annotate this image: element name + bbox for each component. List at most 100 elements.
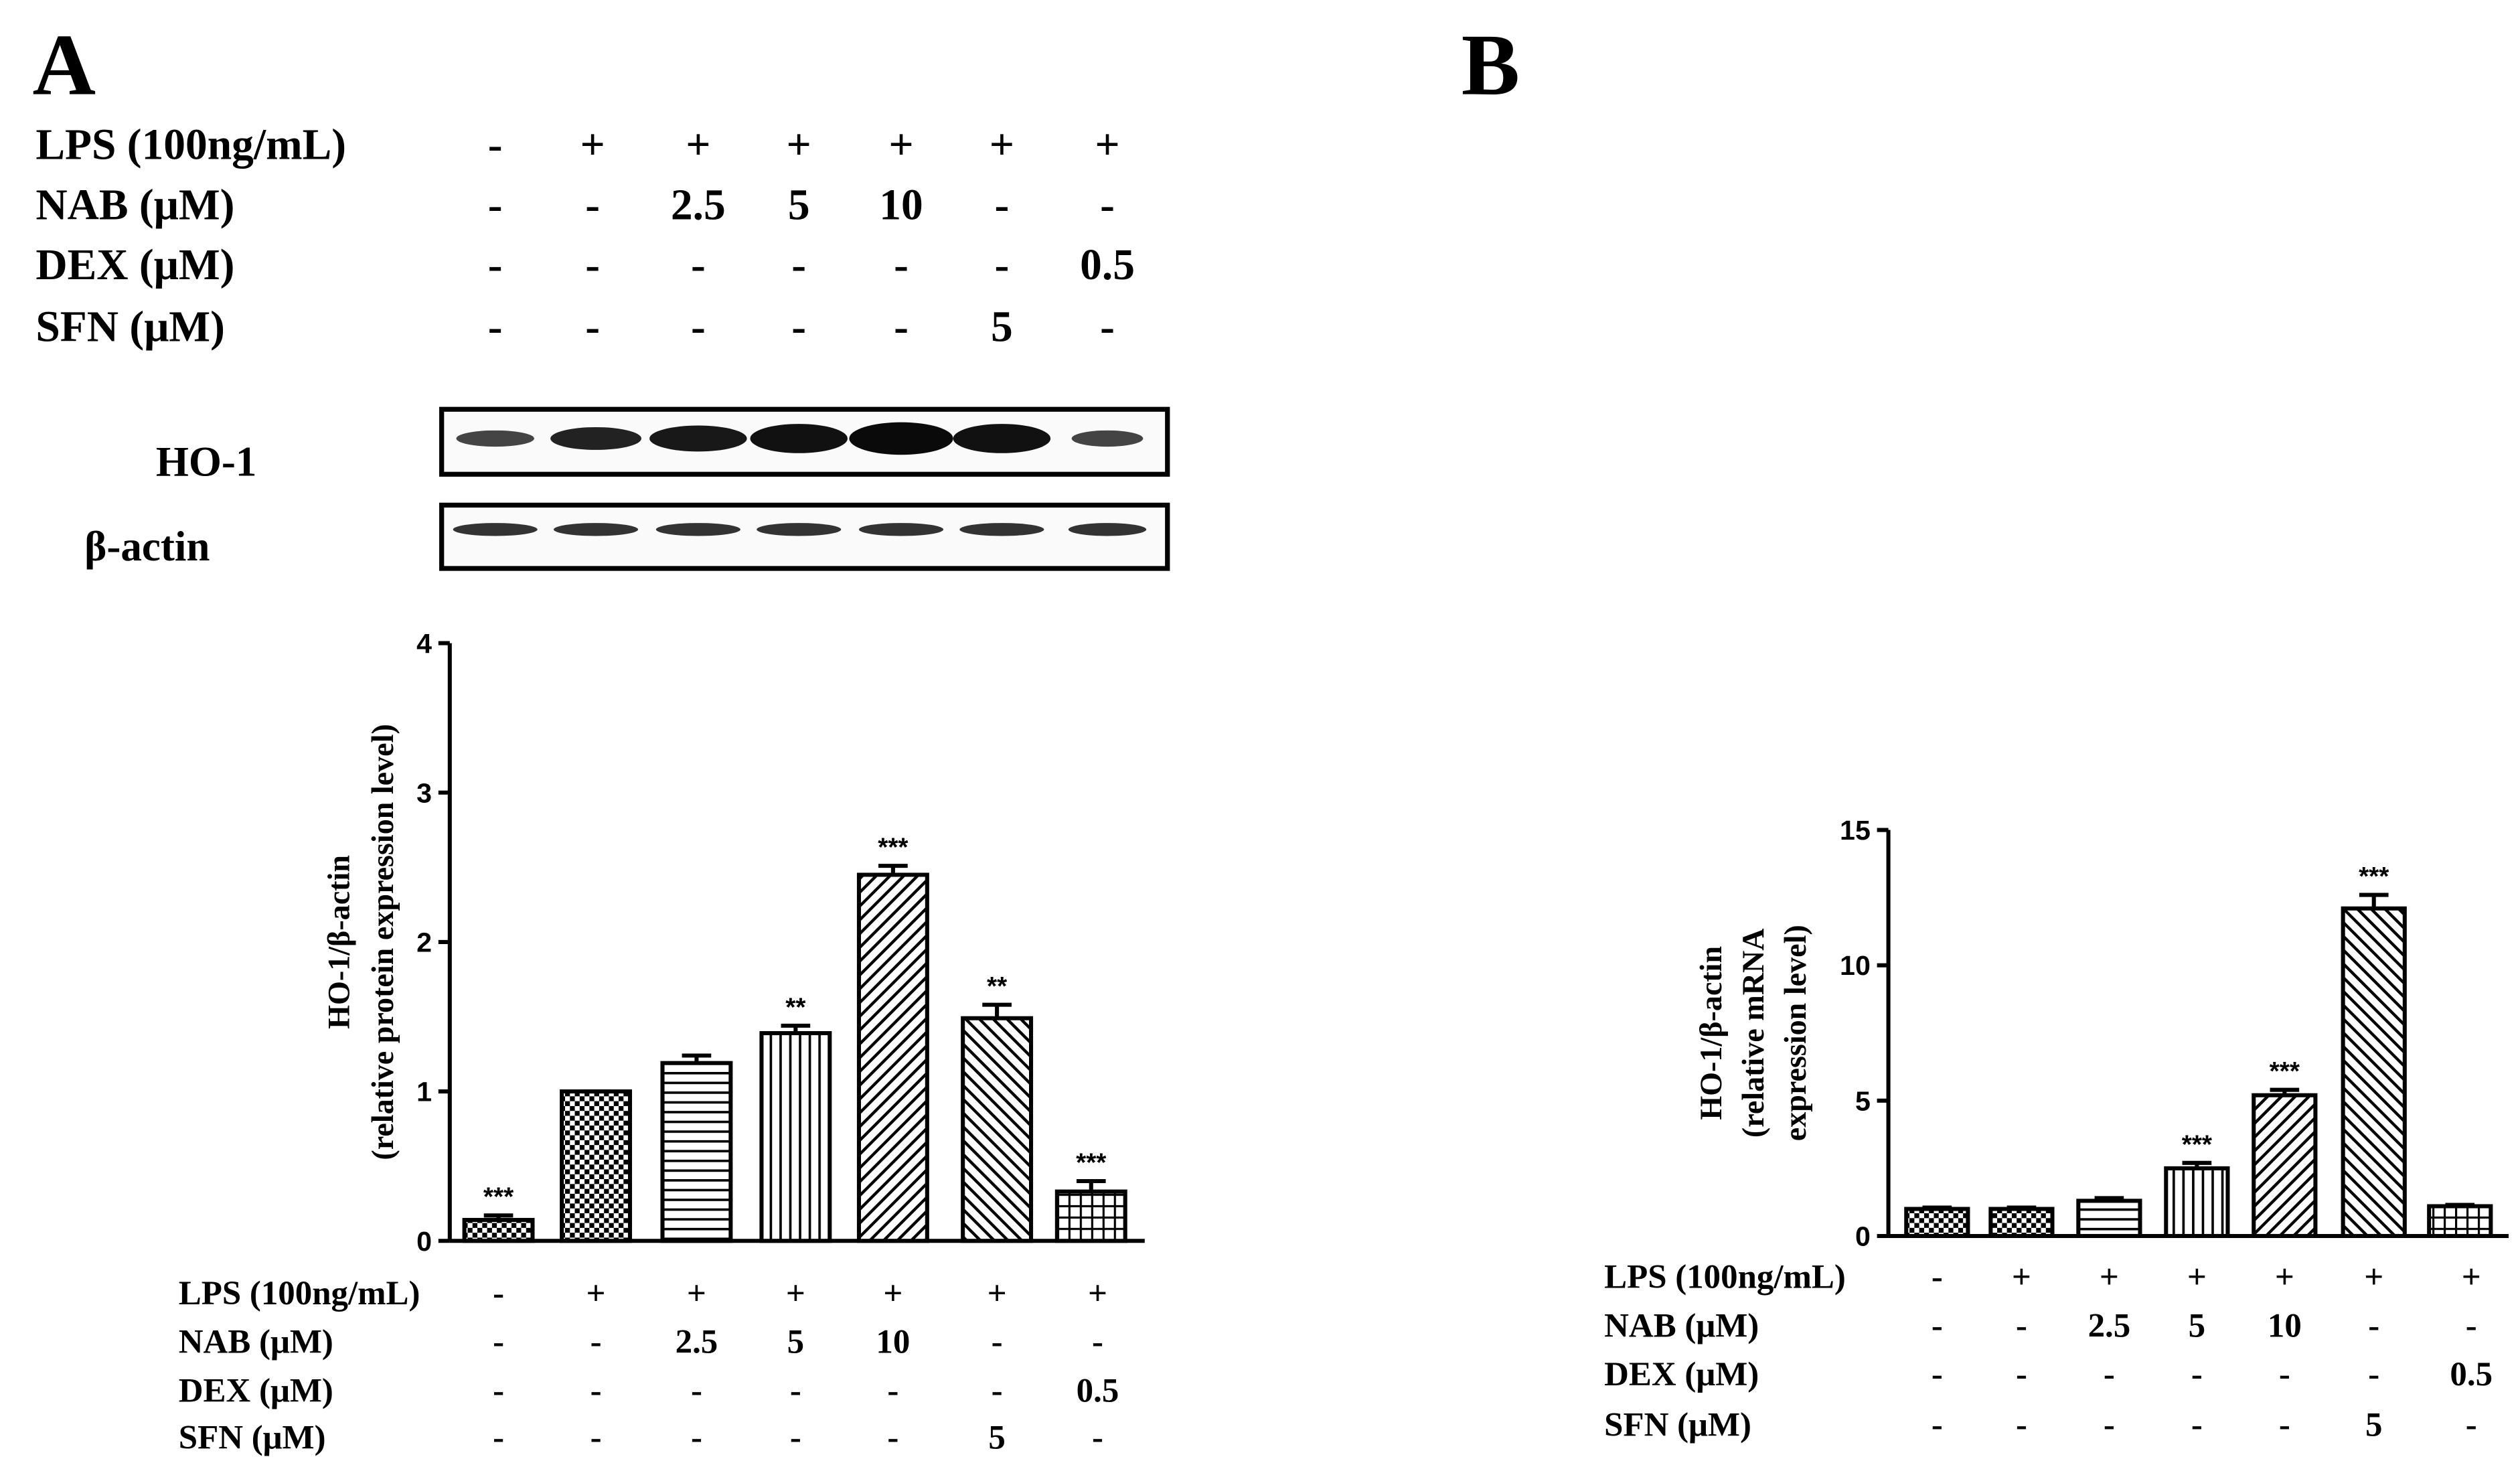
condition-cell: - — [488, 121, 503, 169]
condition-cell: 5 — [788, 181, 810, 229]
condition-cell: 10 — [876, 1324, 910, 1361]
bar — [1054, 1189, 1127, 1243]
condition-cell: 10 — [879, 181, 923, 229]
y-axis-label: expression level) — [1778, 925, 1812, 1141]
condition-cell: - — [1932, 1307, 1943, 1344]
bar — [961, 1016, 1034, 1243]
condition-label: NAB (μM) — [1604, 1307, 1759, 1344]
condition-cell: - — [790, 1419, 801, 1457]
condition-cell: - — [894, 241, 909, 289]
bar — [759, 1031, 832, 1243]
condition-cell: + — [883, 1275, 902, 1312]
condition-label: NAB (μM) — [35, 181, 234, 229]
condition-cell: + — [786, 1275, 805, 1312]
condition-cell: - — [691, 1419, 702, 1457]
condition-cell: + — [580, 121, 605, 169]
condition-cell: + — [990, 121, 1014, 169]
condition-cell: + — [2275, 1259, 2294, 1296]
condition-cell: - — [585, 181, 600, 229]
condition-cell: + — [586, 1275, 606, 1312]
condition-cell: + — [787, 121, 811, 169]
condition-cell: - — [1932, 1259, 1943, 1296]
y-tick-label: 0 — [416, 1226, 432, 1257]
blot-label: HO-1 — [156, 439, 257, 485]
condition-cell: + — [2364, 1259, 2383, 1296]
condition-label: LPS (100ng/mL) — [35, 121, 346, 169]
condition-cell: 0.5 — [1077, 1372, 1119, 1409]
y-axis-label: HO-1/β-actin — [321, 855, 356, 1029]
error-bar — [2359, 893, 2389, 909]
condition-cell: - — [2466, 1307, 2477, 1344]
condition-cell: + — [2462, 1259, 2481, 1296]
condition-cell: 10 — [2268, 1307, 2302, 1344]
condition-cell: - — [887, 1372, 898, 1409]
y-tick-label: 15 — [1840, 815, 1871, 846]
error-bar — [2006, 1205, 2037, 1210]
condition-cell: - — [2191, 1406, 2203, 1444]
bar — [1988, 1207, 2055, 1239]
condition-cell: - — [2279, 1356, 2290, 1393]
condition-cell: - — [887, 1419, 898, 1457]
condition-cell: - — [2279, 1406, 2290, 1444]
error-bar — [2445, 1203, 2475, 1207]
blot-label: β-actin — [84, 523, 210, 570]
condition-cell: - — [2104, 1406, 2115, 1444]
condition-cell: - — [1092, 1324, 1103, 1361]
y-tick-label: 10 — [1840, 950, 1871, 981]
condition-cell: - — [2016, 1356, 2027, 1393]
condition-cell: + — [988, 1275, 1007, 1312]
condition-cell: - — [2368, 1307, 2379, 1344]
condition-cell: - — [1932, 1356, 1943, 1393]
y-axis-label: HO-1/β-actin — [1694, 946, 1728, 1120]
bar — [2252, 1093, 2318, 1239]
condition-cell: 2.5 — [671, 181, 726, 229]
condition-cell: - — [590, 1372, 602, 1409]
significance-label: *** — [2270, 1057, 2300, 1086]
condition-cell: - — [992, 1372, 1003, 1409]
error-bar — [2182, 1160, 2212, 1168]
y-tick-label: 1 — [416, 1077, 432, 1107]
error-bar — [1922, 1205, 1952, 1210]
y-tick-label: 3 — [416, 777, 432, 808]
condition-cell: - — [2191, 1356, 2203, 1393]
y-axis-label: (relative protein expression level) — [366, 724, 400, 1160]
error-bar — [982, 1002, 1012, 1018]
condition-cell: - — [493, 1419, 504, 1457]
condition-cell: + — [2012, 1259, 2031, 1296]
condition-cell: - — [493, 1324, 504, 1361]
condition-cell: - — [2016, 1307, 2027, 1344]
condition-cell: 2.5 — [676, 1324, 718, 1361]
bar — [2076, 1199, 2142, 1239]
condition-cell: - — [488, 303, 503, 351]
condition-cell: - — [2368, 1356, 2379, 1393]
condition-cell: 0.5 — [1080, 241, 1135, 289]
significance-label: *** — [483, 1183, 514, 1212]
condition-cell: - — [992, 1324, 1003, 1361]
condition-cell: - — [488, 241, 503, 289]
condition-cell: - — [585, 303, 600, 351]
condition-cell: + — [2187, 1259, 2207, 1296]
condition-cell: + — [888, 121, 913, 169]
bar — [2164, 1166, 2230, 1239]
condition-label: NAB (μM) — [179, 1324, 333, 1361]
y-tick-label: 0 — [1855, 1221, 1871, 1252]
condition-cell: - — [585, 241, 600, 289]
bar — [856, 872, 929, 1243]
condition-label: DEX (μM) — [179, 1372, 333, 1409]
condition-cell: 5 — [988, 1419, 1005, 1457]
condition-cell: + — [1095, 121, 1119, 169]
condition-cell: - — [493, 1275, 504, 1312]
condition-cell: + — [2100, 1259, 2119, 1296]
error-bar — [682, 1053, 712, 1063]
condition-cell: 5 — [2189, 1307, 2205, 1344]
condition-cell: - — [493, 1372, 504, 1409]
condition-cell: + — [1088, 1275, 1107, 1312]
condition-cell: - — [2104, 1356, 2115, 1393]
condition-cell: - — [590, 1419, 602, 1457]
bar — [660, 1061, 733, 1243]
condition-cell: - — [2466, 1406, 2477, 1444]
error-bar — [781, 1023, 811, 1034]
significance-label: *** — [2182, 1130, 2213, 1159]
